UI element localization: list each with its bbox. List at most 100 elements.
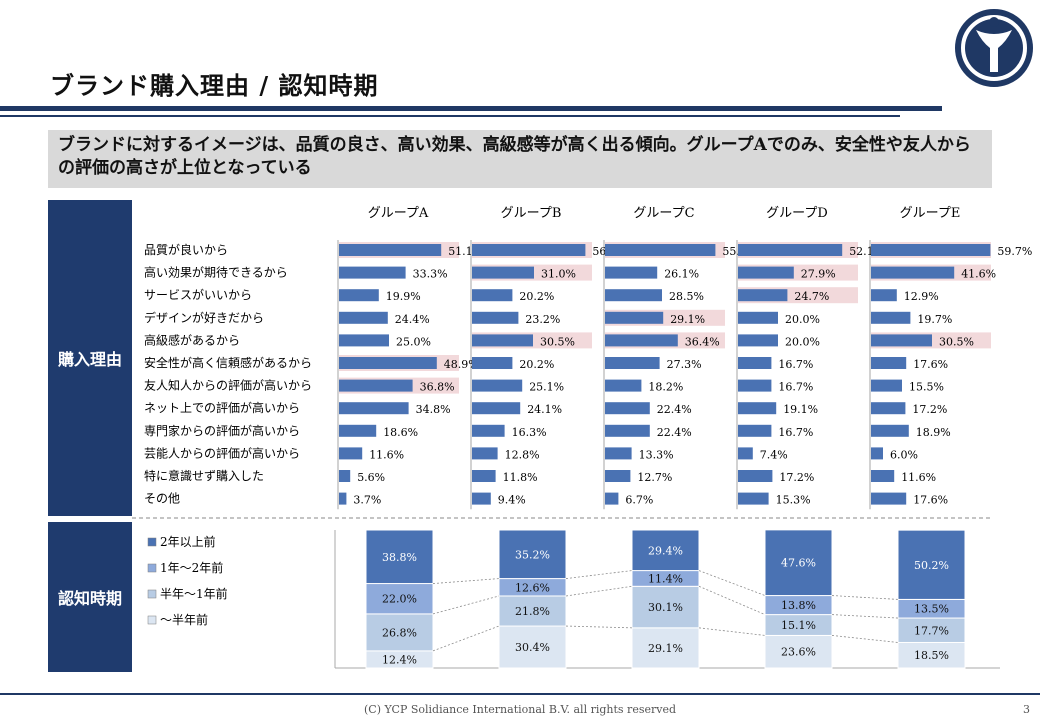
data-label: 34.8% (416, 403, 451, 416)
bar (871, 289, 897, 302)
bar (871, 424, 909, 437)
bar (871, 311, 911, 324)
data-label: 15.5% (909, 381, 944, 394)
bar (738, 334, 778, 347)
bar (738, 311, 778, 324)
stack-label: 50.2% (914, 559, 949, 572)
data-label: 30.5% (939, 335, 974, 348)
bar (738, 447, 753, 460)
bar (472, 266, 534, 279)
data-label: 28.5% (669, 290, 704, 303)
data-label: 19.9% (386, 290, 421, 303)
bar (605, 424, 650, 437)
bar (472, 447, 498, 460)
chart-area: グループA グループB グループC グループD グループE 品質が良いから高い効果が期待で… (132, 206, 1032, 669)
group-header: グループA (368, 206, 429, 221)
legend-swatch (147, 563, 157, 573)
page-title: ブランド購入理由 / 認知時期 (50, 71, 379, 100)
group-header: グループE (900, 206, 961, 221)
bar (871, 447, 883, 460)
bar (339, 402, 409, 415)
data-label: 16.7% (778, 358, 813, 371)
data-label: 16.7% (778, 381, 813, 394)
bar (605, 266, 658, 279)
bar (472, 289, 513, 302)
data-label: 41.6% (961, 268, 996, 281)
bar (472, 492, 491, 505)
legend-label: 半年～1年前 (160, 586, 228, 601)
data-label: 11.6% (901, 471, 936, 484)
stack-segment (631, 529, 700, 572)
stack-label: 38.8% (382, 551, 417, 564)
data-label: 36.8% (420, 381, 455, 394)
stack-segment (631, 585, 700, 629)
data-label: 31.0% (541, 268, 576, 281)
data-label: 20.0% (785, 335, 820, 348)
category-label: 専門家からの評価が高いから (144, 423, 300, 438)
stack-segment (498, 529, 567, 580)
group-header: グループD (766, 206, 828, 221)
stack-label: 30.1% (648, 601, 683, 614)
stack-label: 12.6% (515, 581, 550, 594)
stack-label: 15.1% (781, 619, 816, 632)
connector-line (698, 570, 766, 596)
data-label: 33.3% (413, 268, 448, 281)
stack-label: 22.0% (382, 593, 417, 606)
bar (871, 266, 955, 279)
stack-segment (365, 529, 434, 585)
bar (472, 424, 505, 437)
data-label: 16.7% (778, 426, 813, 439)
data-label: 17.6% (913, 358, 948, 371)
bar (738, 470, 773, 482)
stack-label: 30.4% (515, 641, 550, 654)
connector-line (698, 627, 766, 636)
data-label: 19.1% (783, 403, 818, 416)
group-header: グループC (633, 206, 694, 221)
bar (871, 334, 932, 347)
section-label-purchase-reason: 購入理由 (48, 200, 132, 516)
data-label: 23.2% (525, 313, 560, 326)
category-label: その他 (144, 492, 180, 506)
bar (472, 334, 533, 347)
bar (339, 311, 388, 324)
bar (871, 470, 895, 482)
data-label: 24.4% (395, 313, 430, 326)
copyright-text: (C) YCP Solidiance International B.V. al… (363, 703, 677, 716)
bar (738, 244, 843, 256)
bar (738, 492, 769, 505)
stack-segment (631, 627, 700, 669)
connector-line (831, 614, 899, 619)
bar (339, 379, 413, 392)
data-label: 6.7% (625, 494, 653, 507)
data-label: 24.1% (527, 403, 562, 416)
category-label: 芸能人からの評価が高いから (144, 445, 300, 460)
data-label: 22.4% (657, 403, 692, 416)
connector-line (432, 595, 500, 615)
bar (472, 470, 496, 482)
bar (339, 447, 363, 460)
bar (339, 357, 437, 369)
bar (738, 379, 772, 392)
connector-line (565, 585, 633, 597)
data-label: 12.7% (637, 471, 672, 484)
stack-label: 29.4% (648, 544, 683, 557)
data-label: 20.2% (519, 290, 554, 303)
category-label: 友人知人からの評価が高いから (144, 378, 312, 393)
data-label: 48.9% (444, 358, 479, 371)
bar (605, 244, 716, 256)
bar (339, 266, 406, 279)
bar (738, 424, 772, 437)
bar (605, 357, 660, 369)
category-label: ネット上での評価が高いから (144, 400, 300, 415)
category-label: 高級感があるから (144, 332, 240, 347)
stack-label: 47.6% (781, 557, 816, 570)
section-label-awareness-period: 認知時期 (48, 522, 132, 672)
data-label: 22.4% (657, 426, 692, 439)
bar (605, 470, 631, 482)
bar (339, 424, 377, 437)
bar (605, 379, 642, 392)
summary-box: ブランドに対するイメージは、品質の良さ、高い効果、高級感等が高く出る傾向。グルー… (48, 130, 992, 188)
title-rule-thin (0, 115, 900, 117)
data-label: 17.6% (913, 494, 948, 507)
data-label: 17.2% (912, 403, 947, 416)
